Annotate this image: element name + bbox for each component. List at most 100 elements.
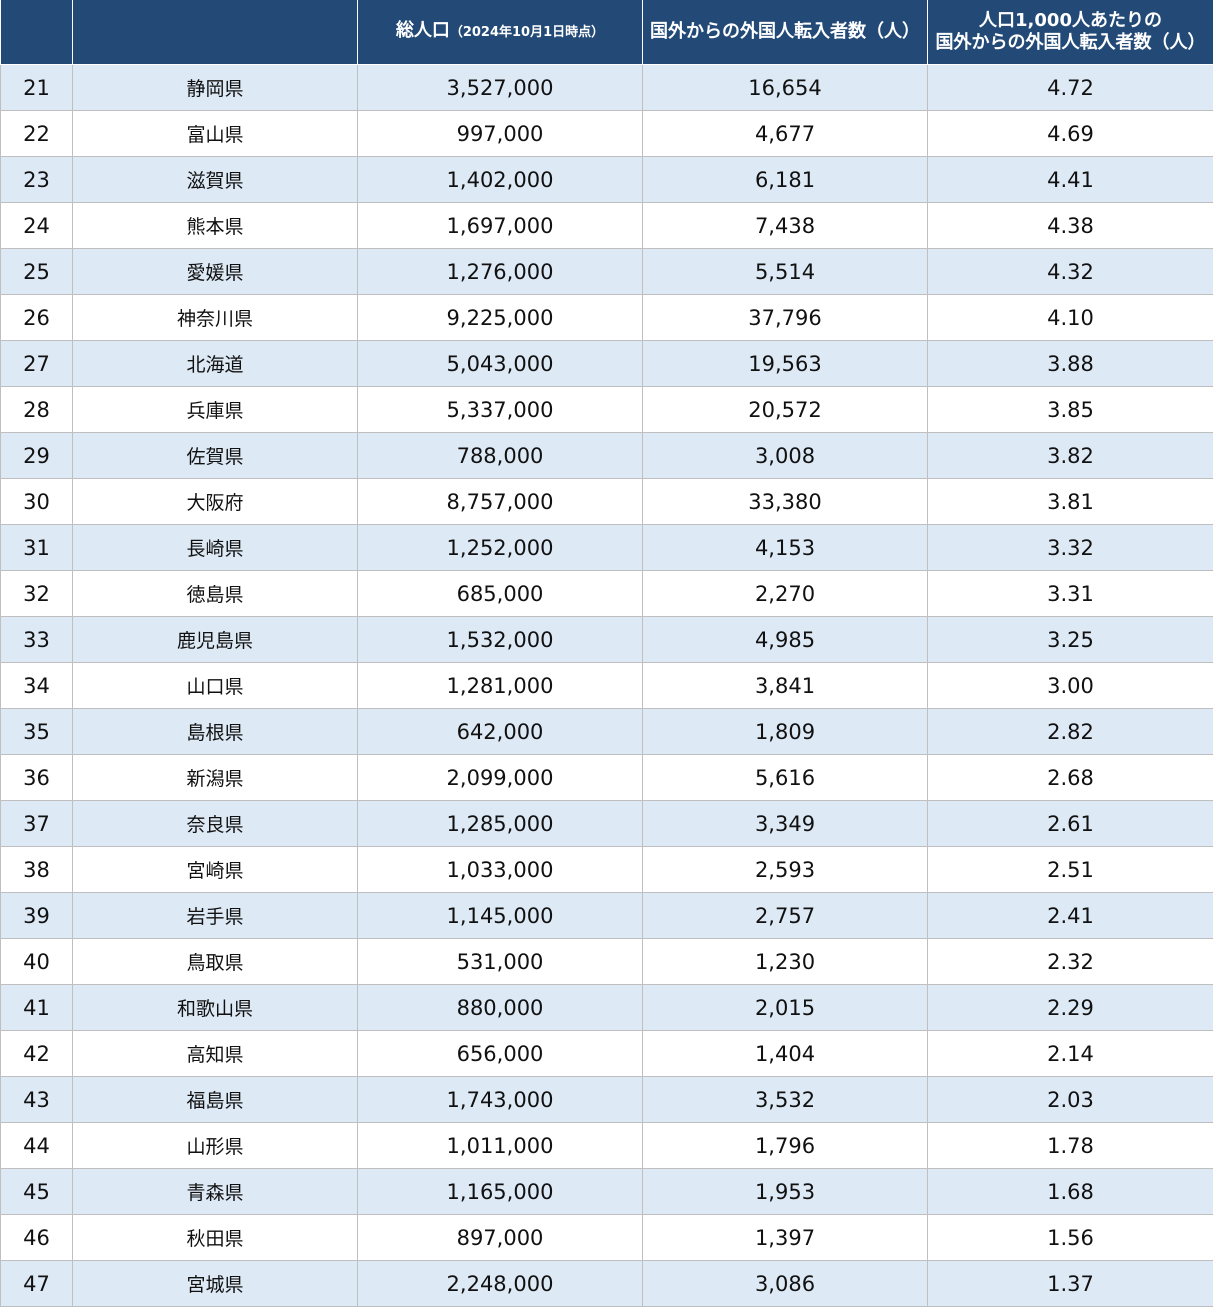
table-row: 33 鹿児島県 1,532,000 4,985 3.25 [0,616,1213,663]
per-1000-cell: 4.10 [927,294,1213,341]
population-cell: 1,402,000 [357,156,643,203]
per-1000-cell: 2.03 [927,1076,1213,1123]
table-row: 23 滋賀県 1,402,000 6,181 4.41 [0,156,1213,203]
population-cell: 8,757,000 [357,478,643,525]
per-1000-cell: 1.37 [927,1260,1213,1307]
per-1000-cell: 2.41 [927,892,1213,939]
inflow-cell: 1,397 [642,1214,928,1261]
inflow-cell: 3,532 [642,1076,928,1123]
inflow-cell: 19,563 [642,340,928,387]
table-row: 35 島根県 642,000 1,809 2.82 [0,708,1213,755]
rank-cell: 40 [0,938,73,985]
table-row: 44 山形県 1,011,000 1,796 1.78 [0,1122,1213,1169]
inflow-cell: 2,015 [642,984,928,1031]
per-1000-cell: 2.32 [927,938,1213,985]
prefecture-cell: 富山県 [72,110,358,157]
header-cell: 人口1,000人あたりの 国外からの外国人転入者数（人） [927,0,1213,65]
inflow-cell: 4,153 [642,524,928,571]
table-row: 41 和歌山県 880,000 2,015 2.29 [0,984,1213,1031]
table-row: 31 長崎県 1,252,000 4,153 3.32 [0,524,1213,571]
per-1000-cell: 4.72 [927,64,1213,111]
per-1000-cell: 2.68 [927,754,1213,801]
per-1000-cell: 4.41 [927,156,1213,203]
per-1000-cell: 4.38 [927,202,1213,249]
inflow-cell: 33,380 [642,478,928,525]
per-1000-cell: 2.51 [927,846,1213,893]
inflow-cell: 3,086 [642,1260,928,1307]
prefecture-cell: 宮崎県 [72,846,358,893]
population-cell: 788,000 [357,432,643,479]
population-cell: 1,697,000 [357,202,643,249]
table-row: 24 熊本県 1,697,000 7,438 4.38 [0,202,1213,249]
inflow-cell: 4,985 [642,616,928,663]
per-1000-cell: 4.32 [927,248,1213,295]
prefecture-cell: 青森県 [72,1168,358,1215]
per-1000-cell: 3.81 [927,478,1213,525]
population-cell: 5,337,000 [357,386,643,433]
prefecture-cell: 兵庫県 [72,386,358,433]
inflow-cell: 5,514 [642,248,928,295]
table-row: 26 神奈川県 9,225,000 37,796 4.10 [0,294,1213,341]
per-1000-cell: 1.78 [927,1122,1213,1169]
header-cell [0,0,73,65]
rank-cell: 43 [0,1076,73,1123]
table-row: 42 高知県 656,000 1,404 2.14 [0,1030,1213,1077]
population-cell: 997,000 [357,110,643,157]
prefecture-cell: 和歌山県 [72,984,358,1031]
table-row: 25 愛媛県 1,276,000 5,514 4.32 [0,248,1213,295]
population-cell: 1,145,000 [357,892,643,939]
table-row: 34 山口県 1,281,000 3,841 3.00 [0,662,1213,709]
rank-cell: 24 [0,202,73,249]
prefecture-cell: 山口県 [72,662,358,709]
population-cell: 1,285,000 [357,800,643,847]
rank-cell: 47 [0,1260,73,1307]
rank-cell: 28 [0,386,73,433]
rank-cell: 22 [0,110,73,157]
rank-cell: 27 [0,340,73,387]
header-cell: 国外からの外国人転入者数（人） [642,0,928,65]
inflow-cell: 20,572 [642,386,928,433]
rank-cell: 39 [0,892,73,939]
header-text: 国外からの外国人転入者数（人） [650,21,920,42]
per-1000-cell: 3.00 [927,662,1213,709]
rank-cell: 23 [0,156,73,203]
population-cell: 531,000 [357,938,643,985]
population-cell: 656,000 [357,1030,643,1077]
header-text: 国外からの外国人転入者数（人） [935,32,1206,53]
population-cell: 2,099,000 [357,754,643,801]
inflow-cell: 1,796 [642,1122,928,1169]
rank-cell: 34 [0,662,73,709]
population-cell: 1,743,000 [357,1076,643,1123]
per-1000-cell: 3.31 [927,570,1213,617]
prefecture-cell: 徳島県 [72,570,358,617]
rank-cell: 36 [0,754,73,801]
table-row: 29 佐賀県 788,000 3,008 3.82 [0,432,1213,479]
inflow-cell: 3,349 [642,800,928,847]
header-cell: 総人口（2024年10月1日時点） [357,0,643,65]
prefecture-cell: 滋賀県 [72,156,358,203]
rank-cell: 30 [0,478,73,525]
per-1000-cell: 3.32 [927,524,1213,571]
prefecture-cell: 秋田県 [72,1214,358,1261]
prefecture-cell: 神奈川県 [72,294,358,341]
table-row: 30 大阪府 8,757,000 33,380 3.81 [0,478,1213,525]
population-cell: 3,527,000 [357,64,643,111]
per-1000-cell: 2.61 [927,800,1213,847]
prefecture-cell: 高知県 [72,1030,358,1077]
population-cell: 1,011,000 [357,1122,643,1169]
table-row: 32 徳島県 685,000 2,270 3.31 [0,570,1213,617]
population-cell: 685,000 [357,570,643,617]
prefecture-cell: 北海道 [72,340,358,387]
rank-cell: 35 [0,708,73,755]
header-row: 総人口（2024年10月1日時点） 国外からの外国人転入者数（人） 人口1,00… [0,0,1213,65]
header-text: 人口1,000人あたりの [979,10,1162,31]
inflow-cell: 1,809 [642,708,928,755]
inflow-cell: 5,616 [642,754,928,801]
rank-cell: 46 [0,1214,73,1261]
inflow-cell: 3,841 [642,662,928,709]
population-cell: 2,248,000 [357,1260,643,1307]
population-cell: 1,281,000 [357,662,643,709]
prefecture-cell: 長崎県 [72,524,358,571]
rank-cell: 21 [0,64,73,111]
